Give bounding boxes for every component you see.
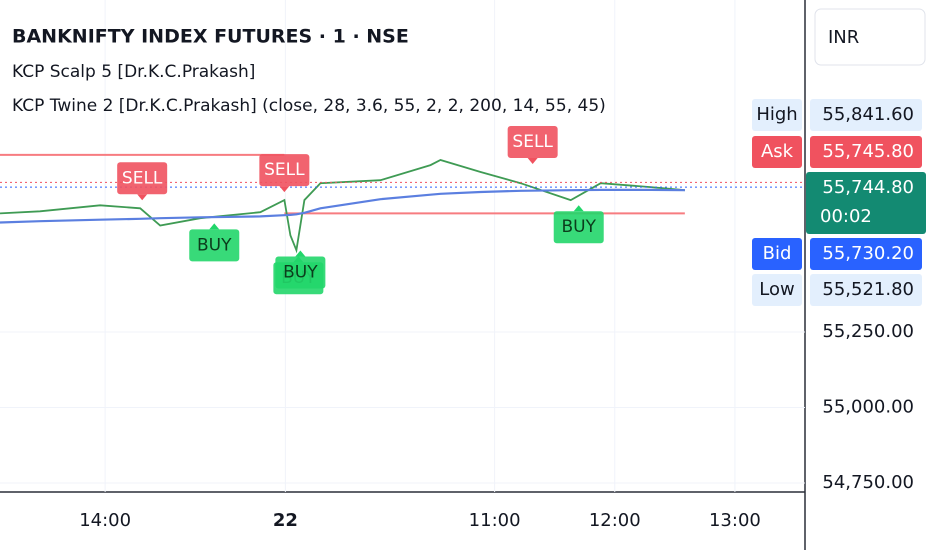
price-name-box xyxy=(752,238,802,270)
currency-label[interactable]: INR xyxy=(828,27,859,48)
plot xyxy=(0,153,805,254)
price-value-box xyxy=(810,136,922,168)
price-value-box xyxy=(810,99,922,131)
price-value-box xyxy=(810,274,922,306)
grid xyxy=(0,0,805,492)
y-tick-label: 54,750.00 xyxy=(822,472,914,493)
signal-label: BUY xyxy=(561,217,596,237)
overlay: SELLBUYSELLBUYBUYSELLBUY xyxy=(117,126,604,295)
price-name-box xyxy=(752,136,802,168)
y-tick-label: 55,250.00 xyxy=(822,321,914,342)
signal-box xyxy=(189,229,240,262)
signal-box xyxy=(553,211,604,244)
price-name-box xyxy=(752,274,802,306)
x-tick-label: 13:00 xyxy=(709,510,761,531)
currency-button[interactable] xyxy=(814,8,926,66)
signal-pointer xyxy=(279,186,290,193)
price-value: 55,745.80 xyxy=(822,141,914,162)
signal-pointer xyxy=(573,205,584,212)
x-tick-label: 22 xyxy=(273,510,298,531)
signal-label: SELL xyxy=(122,168,163,188)
indicator-label: KCP Scalp 5 [Dr.K.C.Prakash] xyxy=(12,62,255,82)
chart-title: BANKNIFTY INDEX FUTURES · 1 · NSE xyxy=(12,26,409,48)
price-name: Ask xyxy=(761,141,794,162)
x-tick-label: 11:00 xyxy=(469,510,521,531)
signal-box xyxy=(507,126,558,159)
signal-box xyxy=(117,162,168,195)
x-tick-label: 12:00 xyxy=(589,510,641,531)
countdown: 00:02 xyxy=(820,206,872,227)
signal-pointer xyxy=(295,250,306,257)
y-tick-label: 55,000.00 xyxy=(822,396,914,417)
price-value: 55,521.80 xyxy=(822,279,914,300)
last-price-box xyxy=(806,172,926,234)
price-value: 55,841.60 xyxy=(822,104,914,125)
signal-pointer xyxy=(137,194,148,201)
signal-pointer xyxy=(527,158,538,165)
signal-pointer xyxy=(209,223,220,230)
signal-label: SELL xyxy=(512,132,553,152)
series-line xyxy=(0,159,685,254)
price-value: 55,730.20 xyxy=(822,243,914,264)
price-name-box xyxy=(752,99,802,131)
signal-label: BUY xyxy=(283,262,318,282)
last-price: 55,744.80 xyxy=(822,177,914,198)
signal-box xyxy=(259,154,310,187)
x-tick-label: 14:00 xyxy=(79,510,131,531)
price-name: Low xyxy=(759,279,794,300)
series-line xyxy=(0,188,685,224)
signal-box xyxy=(275,256,326,289)
price-name: Bid xyxy=(763,243,792,264)
price-value-box xyxy=(810,238,922,270)
signal-label: BUY xyxy=(197,235,232,255)
indicator-label: KCP Twine 2 [Dr.K.C.Prakash] (close, 28,… xyxy=(12,96,606,116)
signal-label: SELL xyxy=(264,160,305,180)
price-name: High xyxy=(756,104,797,125)
